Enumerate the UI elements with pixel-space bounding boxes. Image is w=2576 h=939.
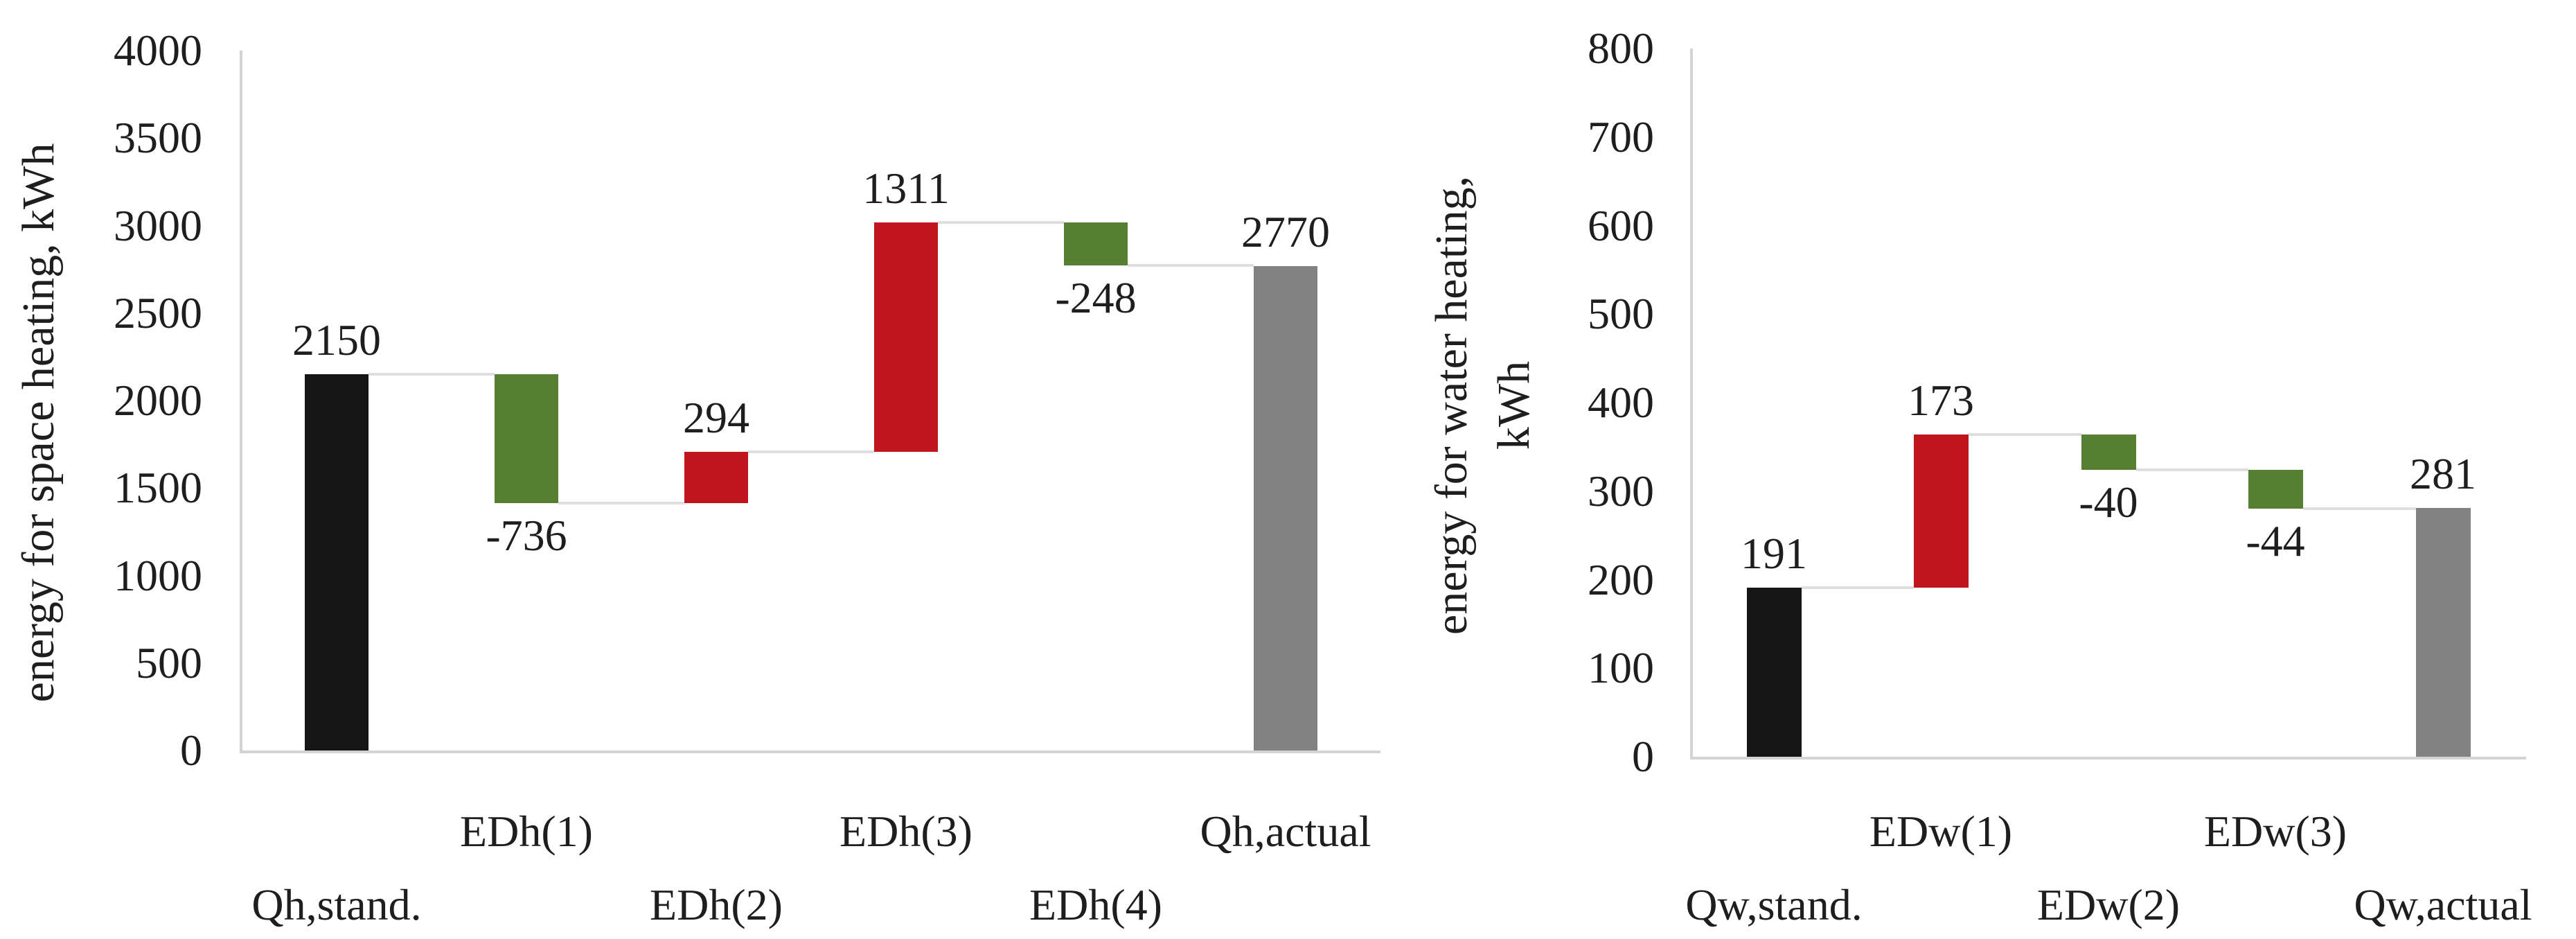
y-tick-label: 0 <box>180 726 202 775</box>
bar-value-label: 191 <box>1741 528 1807 578</box>
bar-value-label: 2770 <box>1241 207 1330 256</box>
y-tick-label: 800 <box>1588 24 1654 73</box>
x-axis-label: EDh(1) <box>460 807 593 856</box>
y-axis-line <box>1690 49 1693 760</box>
y-tick-label: 2500 <box>114 288 202 337</box>
bar-edh-4 <box>1064 222 1128 266</box>
x-axis-label: EDw(1) <box>1869 807 2013 856</box>
connector-line <box>938 220 1064 224</box>
bar-value-label: 281 <box>2410 449 2476 499</box>
y-tick-label: 3500 <box>114 113 202 163</box>
x-axis-line <box>240 751 1380 753</box>
bar-qw-actual <box>2415 508 2471 757</box>
bar-value-label: 1311 <box>862 163 950 213</box>
bar-qw-stand <box>1746 587 1802 757</box>
y-tick-label: 4000 <box>114 26 202 75</box>
bar-edw-3 <box>2248 470 2303 509</box>
x-axis-line <box>1690 757 2526 760</box>
bar-value-label: 2150 <box>292 315 381 365</box>
y-tick-label: 400 <box>1588 378 1654 427</box>
bar-edw-1 <box>1913 434 1969 588</box>
x-axis-label: Qh,stand. <box>251 880 422 929</box>
y-tick-label: 500 <box>1588 289 1654 339</box>
x-axis-label: EDw(2) <box>2036 880 2180 929</box>
bar-qh-actual <box>1254 265 1317 751</box>
bar-edh-2 <box>684 451 748 503</box>
connector-line <box>2302 507 2416 511</box>
y-axis-line <box>240 51 242 753</box>
y-tick-label: 100 <box>1588 643 1654 693</box>
y-tick-label: 0 <box>1632 732 1654 781</box>
bar-edh-1 <box>495 374 558 503</box>
y-tick-label: 600 <box>1588 200 1654 250</box>
x-axis-label: Qw,stand. <box>1685 880 1863 929</box>
y-tick-label: 3000 <box>114 200 202 250</box>
connector-line <box>2135 468 2248 472</box>
y-tick-label: 700 <box>1588 112 1654 161</box>
x-axis-label: EDh(2) <box>650 880 783 929</box>
x-axis-label: EDw(3) <box>2203 807 2347 856</box>
bar-value-label: 294 <box>683 392 749 442</box>
bar-edw-2 <box>2081 434 2136 471</box>
connector-line <box>1801 586 1914 589</box>
bar-value-label: -44 <box>2246 516 2305 566</box>
bar-value-label: -40 <box>2079 477 2138 527</box>
bar-value-label: -248 <box>1055 273 1137 323</box>
connector-line <box>1968 432 2081 436</box>
y-tick-label: 1000 <box>114 550 202 600</box>
connector-line <box>558 501 684 504</box>
x-axis-label: Qw,actual <box>2354 880 2532 929</box>
bar-qh-stand <box>305 374 368 751</box>
y-tick-label: 500 <box>136 638 202 687</box>
y-tick-label: 2000 <box>114 376 202 425</box>
y-tick-label: 300 <box>1588 466 1654 516</box>
connector-line <box>1128 264 1254 267</box>
bar-value-label: 173 <box>1908 375 1974 425</box>
connector-line <box>368 373 495 376</box>
x-axis-label: EDh(3) <box>840 807 972 856</box>
connector-line <box>748 450 874 453</box>
bar-value-label: -736 <box>486 510 567 560</box>
y-tick-label: 200 <box>1588 554 1654 604</box>
x-axis-label: Qh,actual <box>1200 807 1371 856</box>
y-tick-label: 1500 <box>114 463 202 513</box>
x-axis-label: EDh(4) <box>1029 880 1162 929</box>
bar-edh-3 <box>874 222 938 452</box>
